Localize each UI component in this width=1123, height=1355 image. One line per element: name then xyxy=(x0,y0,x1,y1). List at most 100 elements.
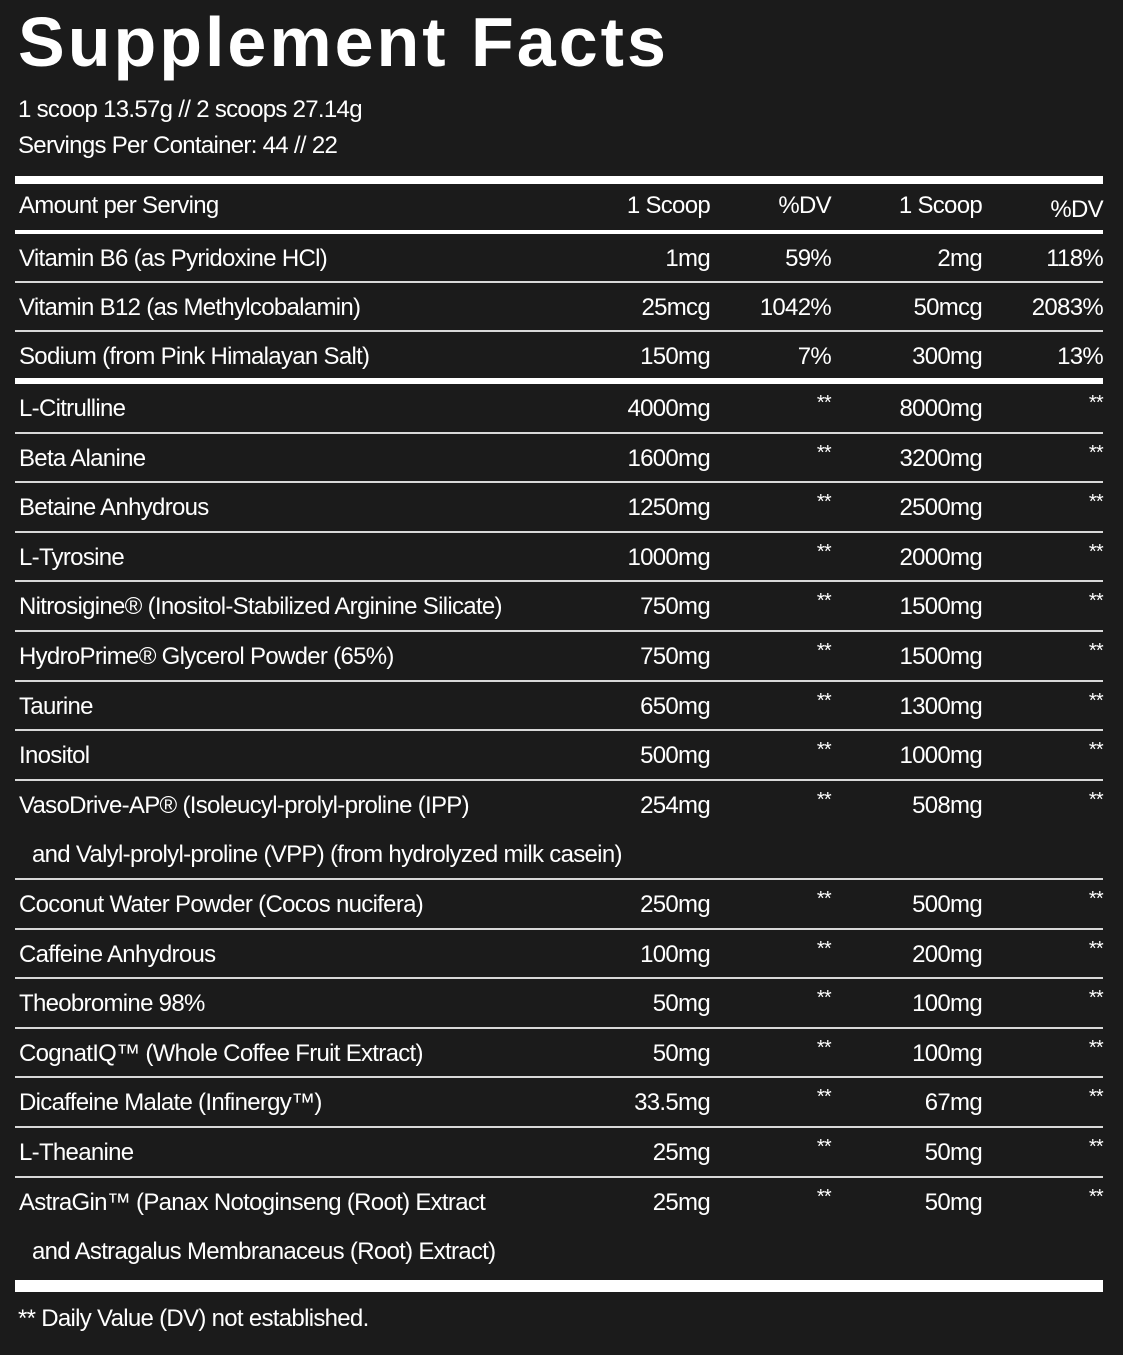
amount-2-scoops: 1000mg xyxy=(899,742,982,770)
dv-2-scoops: ** xyxy=(1088,788,1104,811)
ingredient-name: Theobromine 98% xyxy=(19,990,205,1018)
amount-1-scoop: 250mg xyxy=(640,891,711,918)
ingredient-name: L-Theanine xyxy=(19,1139,134,1166)
ingredient-name: Vitamin B12 (as Methylcobalamin) xyxy=(19,294,361,321)
dv-2-scoops: ** xyxy=(1088,441,1104,464)
header-col2: %DV xyxy=(778,192,831,219)
dv-2-scoops: ** xyxy=(1088,937,1104,960)
amount-2-scoops: 300mg xyxy=(912,343,983,370)
amount-2-scoops: 50mg xyxy=(924,1188,983,1216)
dv-1-scoop: ** xyxy=(816,739,832,762)
header-row: Amount per Serving 1 Scoop %DV 1 Scoop %… xyxy=(15,184,1104,230)
amount-1-scoop: 750mg xyxy=(640,593,711,621)
amount-1-scoop: 150mg xyxy=(640,343,711,370)
dv-1-scoop: ** xyxy=(816,937,832,960)
dv-2-scoops: ** xyxy=(1088,1036,1104,1059)
ingredient-name: Vitamin B6 (as Pyridoxine HCl) xyxy=(19,245,328,272)
dv-1-scoop: ** xyxy=(816,1086,832,1109)
table-row: Nitrosigine® (Inositol-Stabilized Argini… xyxy=(15,582,1104,632)
amount-2-scoops: 3200mg xyxy=(899,444,982,472)
dv-2-scoops: ** xyxy=(1088,590,1104,613)
header-col3: 1 Scoop xyxy=(898,192,983,219)
ingredient-name-continued: and Valyl-prolyl-proline (VPP) (from hyd… xyxy=(32,840,622,868)
dv-1-scoop: ** xyxy=(816,392,832,414)
dv-2-scoops: ** xyxy=(1088,392,1104,414)
servings-per-container: Servings Per Container: 44 // 22 xyxy=(18,132,338,159)
table-row: Caffeine Anhydrous 100mg ** 200mg ** xyxy=(15,930,1104,980)
amount-2-scoops: 1500mg xyxy=(899,643,982,670)
dv-2-scoops: ** xyxy=(1088,987,1104,1010)
amount-1-scoop: 4000mg xyxy=(627,395,710,422)
amount-1-scoop: 1000mg xyxy=(627,543,710,571)
table-row: Vitamin B12 (as Methylcobalamin) 25mcg 104… xyxy=(15,283,1104,332)
amount-2-scoops: 50mcg xyxy=(913,294,982,321)
amount-1-scoop: 100mg xyxy=(640,940,711,968)
ingredient-name: HydroPrime® Glycerol Powder (65%) xyxy=(19,643,394,670)
table-row: Sodium (from Pink Himalayan Salt) 150mg 7%… xyxy=(15,332,1104,381)
amount-1-scoop: 50mg xyxy=(652,1039,711,1067)
dv-1-scoop: ** xyxy=(816,491,832,514)
amount-1-scoop: 33.5mg xyxy=(634,1089,711,1117)
dv-1-scoop: ** xyxy=(816,1136,832,1158)
dv-2-scoops: ** xyxy=(1088,640,1104,662)
header-col4: %DV xyxy=(1050,196,1103,223)
amount-1-scoop: 1600mg xyxy=(627,444,710,472)
ingredient-name: Betaine Anhydrous xyxy=(19,494,209,522)
dv-1-scoop: ** xyxy=(816,590,832,613)
dv-1-scoop: 1042% xyxy=(759,294,832,321)
panel-title: Supplement Facts xyxy=(18,3,669,81)
ingredient-name: Caffeine Anhydrous xyxy=(19,940,216,968)
table-row: L-Tyrosine 1000mg ** 2000mg ** xyxy=(15,533,1104,583)
ingredient-name-continued: and Astragalus Membranaceus (Root) Extra… xyxy=(32,1237,496,1265)
ingredient-name: VasoDrive-AP® (Isoleucyl-prolyl-proline … xyxy=(19,791,470,819)
amount-2-scoops: 2mg xyxy=(937,245,982,272)
footnote: ** Daily Value (DV) not established. xyxy=(18,1305,369,1332)
dv-1-scoop: ** xyxy=(816,540,832,563)
table-row: HydroPrime® Glycerol Powder (65%) 750mg **… xyxy=(15,632,1104,682)
amount-1-scoop: 500mg xyxy=(640,742,711,770)
table-row: CognatIQ™ (Whole Coffee Fruit Extract) 50… xyxy=(15,1029,1104,1079)
amount-2-scoops: 2000mg xyxy=(899,543,982,571)
table-row: Inositol 500mg ** 1000mg ** xyxy=(15,731,1104,781)
amount-1-scoop: 1mg xyxy=(665,245,710,272)
table-row: Betaine Anhydrous 1250mg ** 2500mg ** xyxy=(15,483,1104,533)
amount-2-scoops: 1300mg xyxy=(899,692,982,720)
amount-2-scoops: 67mg xyxy=(924,1089,983,1117)
amount-2-scoops: 508mg xyxy=(912,791,983,819)
divider-vitamins xyxy=(15,378,1103,384)
dv-1-scoop: ** xyxy=(816,1036,832,1059)
dv-2-scoops: ** xyxy=(1088,1185,1104,1208)
thick-divider-top xyxy=(15,176,1103,184)
dv-1-scoop: 7% xyxy=(797,343,832,370)
amount-1-scoop: 254mg xyxy=(640,791,711,819)
ingredient-name: CognatIQ™ (Whole Coffee Fruit Extract) xyxy=(19,1039,423,1067)
table-row: Coconut Water Powder (Cocos nucifera) 250… xyxy=(15,880,1104,930)
dv-1-scoop: ** xyxy=(816,788,832,811)
header-amount: Amount per Serving xyxy=(19,192,219,219)
dv-2-scoops: ** xyxy=(1088,1136,1104,1158)
ingredient-name: Taurine xyxy=(19,692,94,720)
table-row: Vitamin B6 (as Pyridoxine HCl) 1mg 59% 2mg 1… xyxy=(15,234,1104,283)
dv-2-scoops: ** xyxy=(1088,491,1104,514)
dv-2-scoops: ** xyxy=(1088,739,1104,762)
ingredient-name: Inositol xyxy=(19,742,90,770)
dv-1-scoop: ** xyxy=(816,987,832,1010)
amount-1-scoop: 750mg xyxy=(640,643,711,670)
amount-1-scoop: 25mcg xyxy=(641,294,710,321)
amount-1-scoop: 1250mg xyxy=(627,494,710,522)
divider-header xyxy=(15,230,1103,234)
amount-2-scoops: 200mg xyxy=(912,940,983,968)
ingredient-name: Beta Alanine xyxy=(19,444,146,472)
amount-1-scoop: 25mg xyxy=(652,1188,711,1216)
dv-2-scoops: ** xyxy=(1088,1086,1104,1109)
amount-2-scoops: 1500mg xyxy=(899,593,982,621)
table-row: L-Citrulline 4000mg ** 8000mg ** xyxy=(15,384,1104,434)
table-row: L-Theanine 25mg ** 50mg ** xyxy=(15,1128,1104,1178)
dv-1-scoop: ** xyxy=(816,888,832,910)
ingredient-name: Dicaffeine Malate (Infinergy™) xyxy=(19,1089,322,1117)
table-row: Dicaffeine Malate (Infinergy™) 33.5mg ** 67… xyxy=(15,1078,1104,1128)
dv-2-scoops: 13% xyxy=(1057,343,1104,370)
ingredient-name: Sodium (from Pink Himalayan Salt) xyxy=(19,343,370,370)
amount-2-scoops: 2500mg xyxy=(899,494,982,522)
ingredient-name: Nitrosigine® (Inositol-Stabilized Argini… xyxy=(19,593,503,621)
